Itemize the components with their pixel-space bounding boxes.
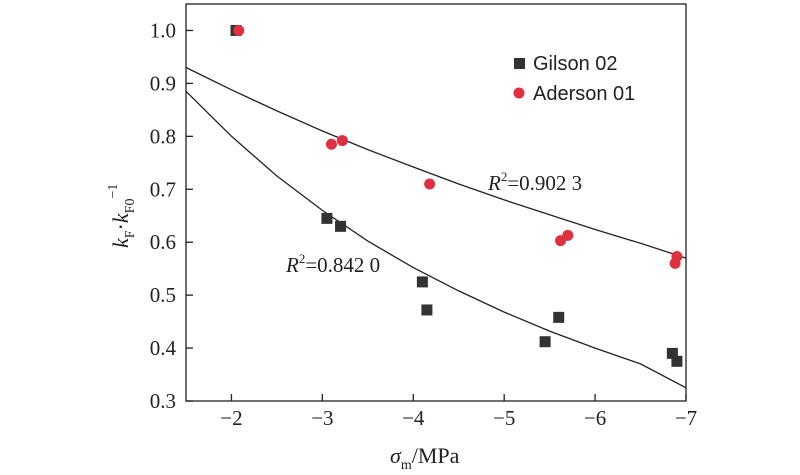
- y-tick-label: 0.5: [150, 283, 176, 307]
- plot-frame: [185, 3, 687, 402]
- fit-annotation-lower: R2=0.842 0: [285, 251, 380, 277]
- gilson-point: [671, 355, 683, 367]
- y-axis-title: kF·kF0−1: [106, 184, 138, 248]
- x-title-base: σ: [390, 443, 402, 468]
- y-tick-label: 0.9: [150, 71, 176, 95]
- x-title-rest: /MPa: [412, 443, 460, 468]
- legend-label-gilson: Gilson 02: [533, 53, 618, 75]
- fit-curves: [185, 66, 687, 389]
- y-axis: 0.3 0.4 0.5 0.6 0.7 0.8 0.9 1.0: [150, 18, 193, 413]
- fit-curve-upper: [185, 66, 687, 259]
- annot-lower-r: R: [285, 253, 299, 277]
- gilson-point: [539, 336, 551, 348]
- aderson-point: [424, 178, 436, 190]
- gilson-point: [421, 304, 433, 316]
- y-tick-label: 0.7: [150, 177, 176, 201]
- gilson-point: [416, 276, 428, 288]
- gilson-point: [666, 347, 678, 359]
- y-tick-label: 0.6: [150, 230, 176, 254]
- y-tick-label: 1.0: [150, 18, 176, 42]
- aderson-point: [562, 229, 574, 241]
- fit-curve-lower: [185, 90, 687, 389]
- y-tick-label: 0.4: [150, 336, 177, 360]
- y-title-sub2: F0: [123, 199, 138, 214]
- y-title-k1: k: [108, 237, 133, 248]
- legend-marker-gilson: [514, 58, 525, 69]
- gilson-point: [335, 220, 347, 232]
- annot-upper-r: R: [487, 171, 501, 195]
- gilson-point: [553, 311, 565, 323]
- x-tick-label: −2: [220, 406, 242, 430]
- y-title-k2: k: [108, 212, 133, 223]
- x-tick-label: −6: [584, 406, 606, 430]
- aderson-point: [671, 250, 683, 262]
- legend: Gilson 02 Aderson 01: [513, 53, 635, 105]
- annot-lower-sup: 2: [299, 251, 306, 266]
- aderson-point: [325, 138, 337, 150]
- x-tick-label: −5: [493, 406, 515, 430]
- gilson-point: [321, 212, 333, 224]
- y-tick-label: 0.8: [150, 124, 176, 148]
- x-tick-label: −4: [402, 406, 425, 430]
- annot-upper-value: =0.902 3: [507, 171, 582, 195]
- x-tick-label: −3: [311, 406, 333, 430]
- annot-lower-value: =0.842 0: [305, 253, 380, 277]
- y-title-sup2: −1: [106, 184, 121, 199]
- data-points: [230, 24, 683, 367]
- fit-annotation-upper: R2=0.902 3: [487, 169, 582, 195]
- x-axis-title: σm/MPa: [390, 443, 460, 473]
- x-axis: −2 −3 −4 −5 −6 −7: [220, 394, 697, 430]
- y-tick-label: 0.3: [150, 389, 176, 413]
- y-title-sub1: F: [123, 230, 138, 238]
- y-title-dot: ·: [108, 223, 133, 230]
- annot-upper-sup: 2: [501, 169, 508, 184]
- x-tick-label: −7: [675, 406, 697, 430]
- aderson-point: [336, 135, 348, 147]
- legend-label-aderson: Aderson 01: [533, 83, 635, 105]
- aderson-point: [233, 24, 245, 36]
- legend-marker-aderson: [513, 87, 525, 99]
- x-title-sub: m: [401, 458, 412, 473]
